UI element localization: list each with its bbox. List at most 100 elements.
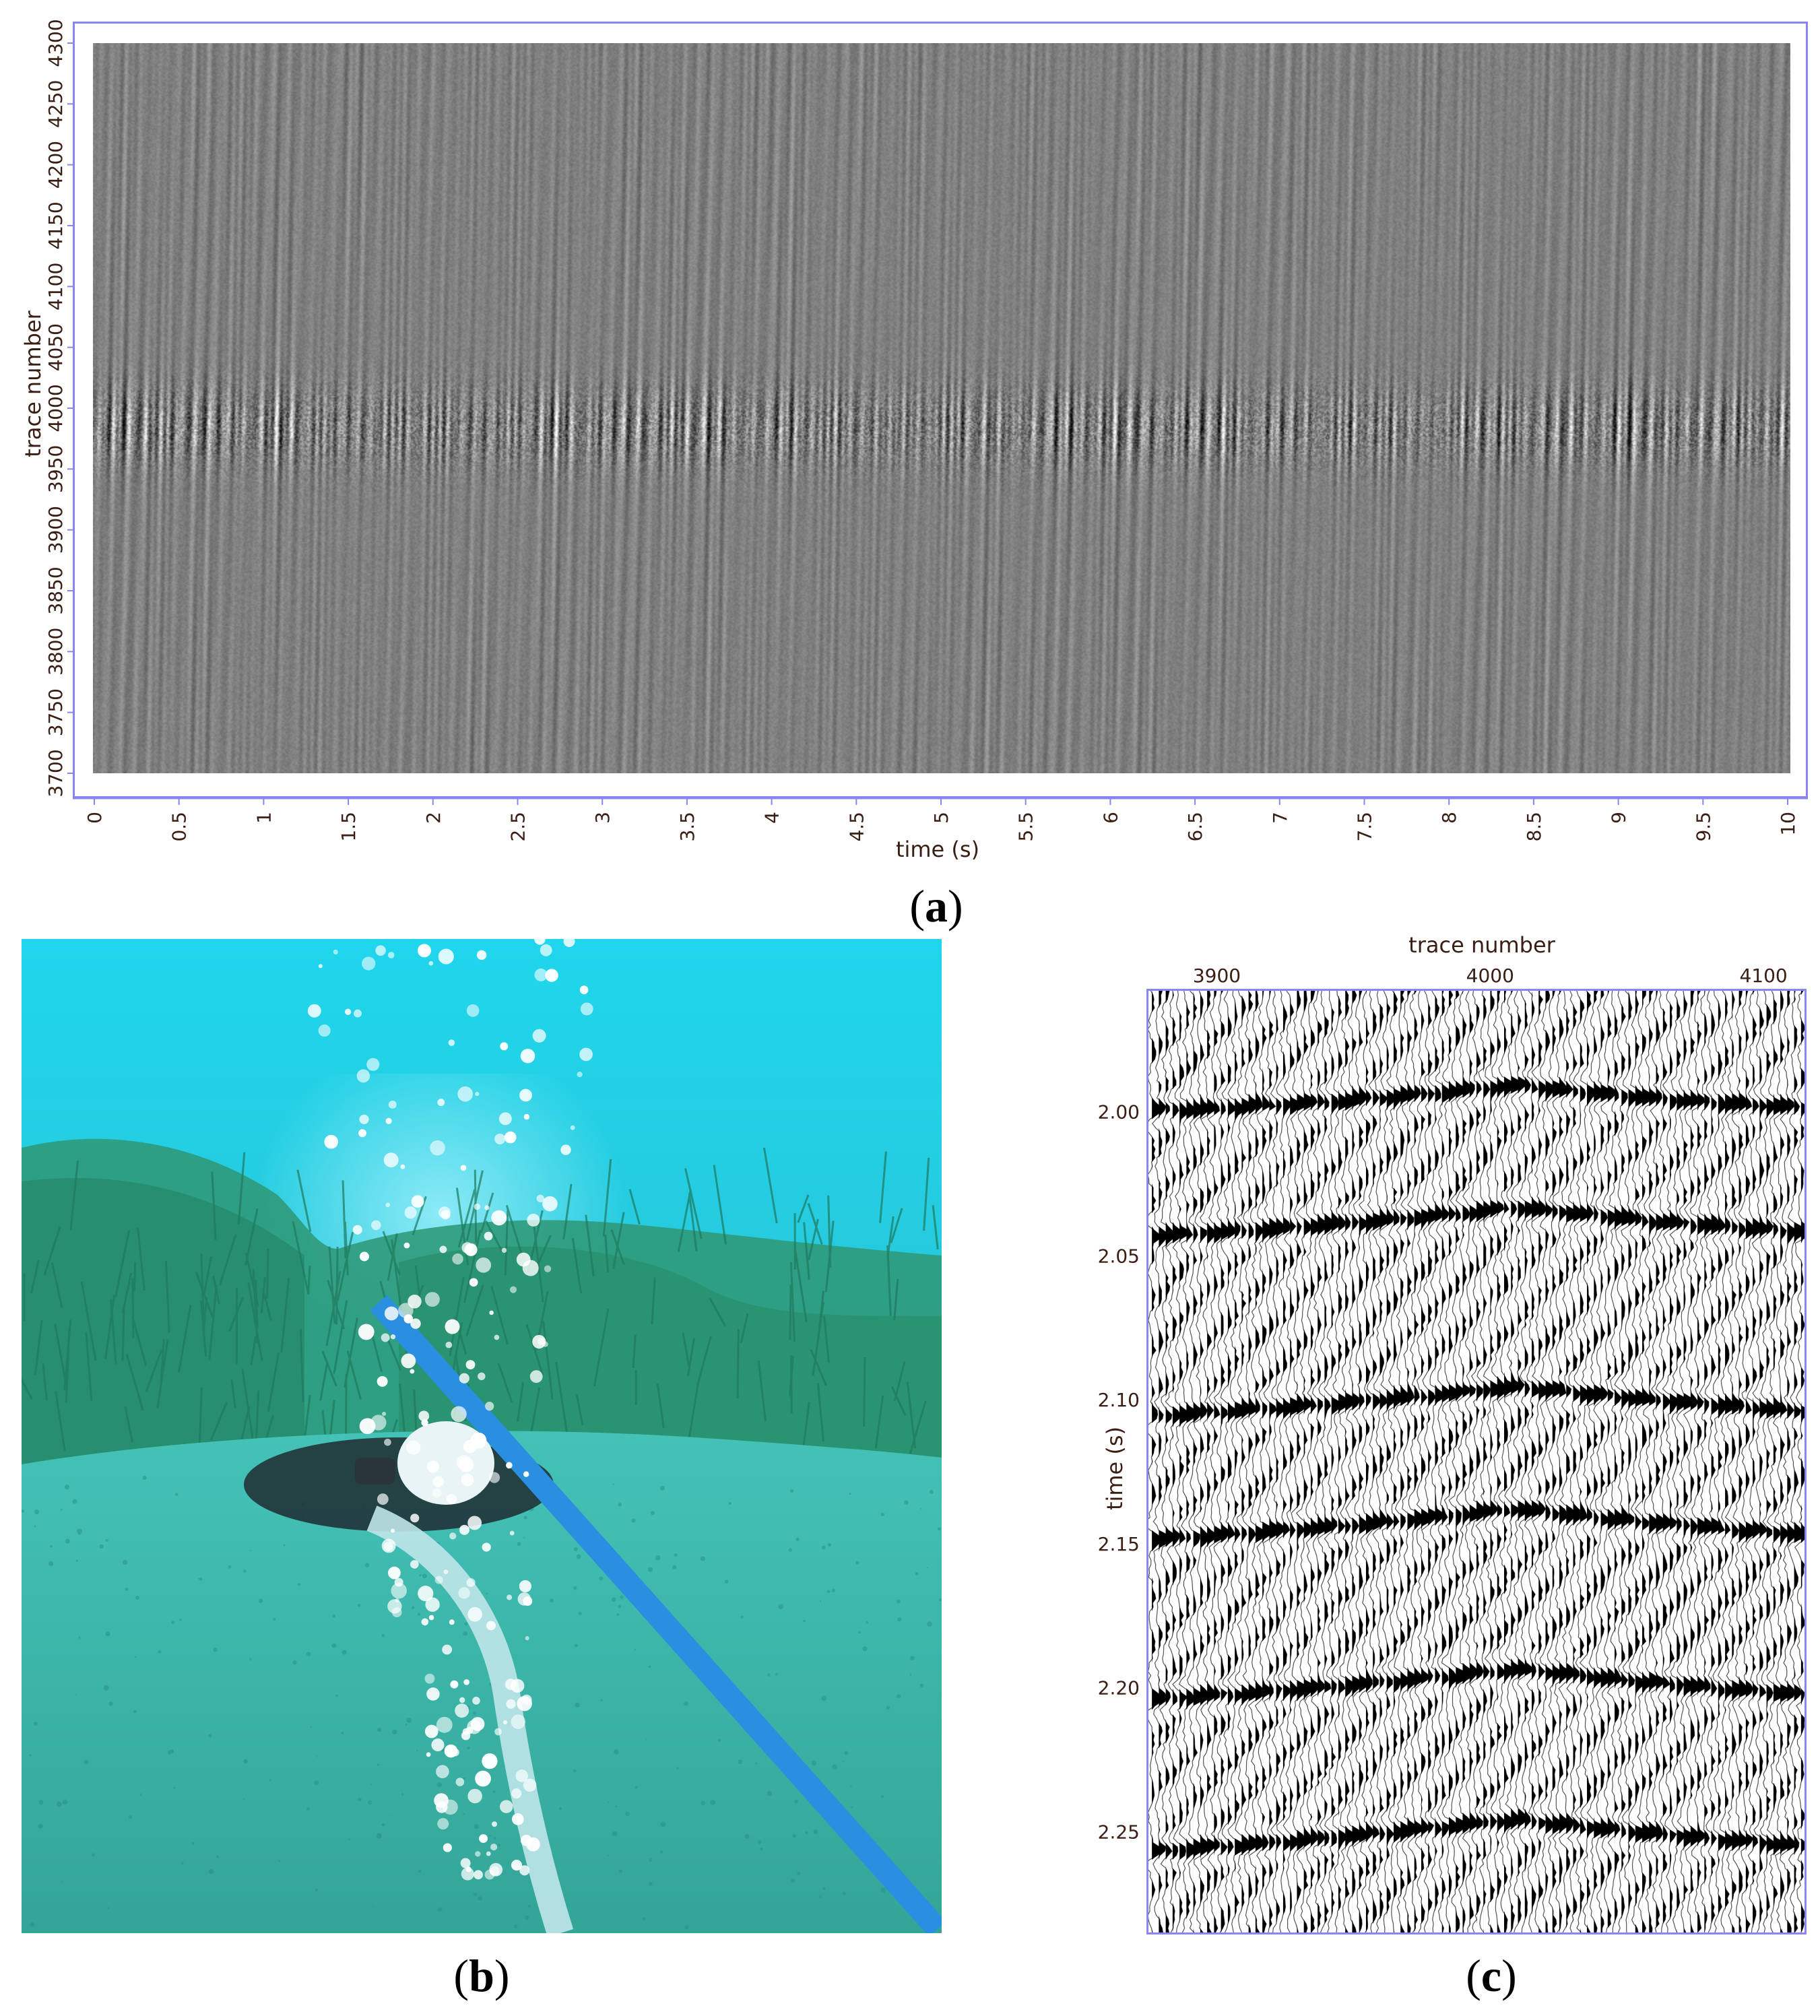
panel-c-trace-fill — [1559, 991, 1571, 1932]
caption-c: (c) — [1466, 1950, 1517, 2001]
panel-c-trace-fill — [1400, 991, 1412, 1932]
panel-c-trace-fill — [1379, 991, 1390, 1932]
panel-c-trace-fill — [1662, 991, 1674, 1932]
panel-c-trace-fill — [1476, 991, 1488, 1932]
panel-a-ytick-label: 3750 — [44, 688, 67, 736]
panel-a-xtick-label: 7.5 — [1354, 812, 1376, 842]
panel-c-trace — [1552, 991, 1571, 1932]
panel-c-trace — [1779, 991, 1798, 1932]
panel-c-trace-fill — [1241, 991, 1254, 1932]
panel-c-trace — [1400, 991, 1419, 1932]
panel-c-trace-fill — [1759, 991, 1769, 1932]
panel-c-trace — [1593, 991, 1613, 1932]
panel-c-trace — [1718, 991, 1736, 1932]
panel-c-trace-fill — [1545, 991, 1556, 1932]
caption-a: (a) — [909, 880, 963, 932]
panel-a-xtick-label: 4.5 — [845, 812, 868, 842]
panel-c-ytick-label: 2.00 — [1098, 1101, 1140, 1124]
panel-c-trace-fill — [1359, 991, 1371, 1932]
panel-c-trace-fill — [1462, 991, 1474, 1932]
panel-c-trace-fill — [1780, 991, 1792, 1932]
panel-c-trace-fill — [1331, 991, 1342, 1932]
panel-c-trace-fill — [1524, 991, 1536, 1932]
panel-a-xtick-label: 8 — [1438, 812, 1460, 824]
white-hose — [366, 1505, 574, 1933]
panel-a-ytick-label: 3950 — [44, 445, 67, 493]
blue-hose — [370, 1295, 942, 1933]
panel-c-trace — [1303, 991, 1322, 1932]
panel-c-frame — [1146, 989, 1807, 1934]
panel-c-trace-fill — [1407, 991, 1419, 1932]
panel-c-trace-fill — [1732, 991, 1744, 1932]
panel-c-trace — [1455, 991, 1474, 1932]
panel-a-xtick-label: 7 — [1269, 812, 1291, 824]
sand-seafloor — [22, 1431, 942, 1933]
panel-a-ytick-label: 4150 — [44, 201, 67, 249]
panel-a-xtick-label: 2 — [422, 812, 445, 824]
panel-c-trace — [1241, 991, 1261, 1932]
panel-a-ytick-label: 3800 — [44, 628, 67, 676]
panel-c-trace-fill — [1276, 991, 1286, 1932]
panel-a-axes: 0 0.5 1 1.5 2 2.5 3 3.5 4 4.5 5 5.5 6 6.5 7 7.5 8 8.5 9 9.5… — [20, 19, 1808, 862]
panel-c-trace — [1248, 991, 1267, 1932]
panel-c-trace-fill — [1538, 991, 1549, 1932]
panel-c-trace-fill — [1448, 991, 1460, 1932]
panel-c-trace — [1193, 991, 1212, 1932]
panel-a-ytick-label: 4300 — [44, 19, 67, 67]
panel-c-trace-fill — [1435, 991, 1445, 1932]
panel-a-ytick-label: 4100 — [44, 263, 67, 311]
panel-c-xlabel: trace number — [1408, 932, 1556, 958]
panel-c-trace-fill — [1800, 991, 1805, 1932]
panel-c-trace-fill — [1490, 991, 1501, 1932]
panel-c-trace — [1339, 991, 1357, 1932]
panel-c-trace-fill — [1628, 991, 1639, 1932]
panel-a-ytick-label: 3850 — [44, 566, 67, 614]
panel-c-xtick-label: 4100 — [1739, 965, 1787, 987]
panel-c-trace — [1165, 991, 1183, 1932]
panel-c-trace-fill — [1172, 991, 1182, 1932]
panel-c-trace — [1531, 991, 1549, 1932]
panel-c-trace — [1676, 991, 1696, 1932]
panel-a-ytick-label: 3900 — [44, 506, 67, 554]
panel-a-xtick-label: 6 — [1099, 812, 1122, 824]
panel-c-trace-fill — [1532, 991, 1543, 1932]
panel-a-xtick-label: 6.5 — [1184, 812, 1206, 842]
panel-c-trace — [1497, 991, 1516, 1932]
panel-c-trace — [1227, 991, 1247, 1932]
panel-a-xtick-label: 8.5 — [1523, 812, 1545, 842]
panel-a-xtick-label: 3 — [591, 812, 614, 824]
panel-c-axes: 3900 4000 4100 2.00 2.05 2.10 2.15 2.20 2.25 tr… — [1098, 932, 1788, 1843]
panel-c-trace — [1724, 991, 1745, 1932]
panel-c-trace — [1772, 991, 1792, 1932]
panel-a-xtick-label: 4 — [761, 812, 783, 824]
panel-c-trace-fill — [1303, 991, 1316, 1932]
panel-a-xtick-label: 10 — [1777, 812, 1799, 836]
panel-c-trace-fill — [1386, 991, 1396, 1932]
panel-a-xtick-label: 1.5 — [337, 812, 360, 842]
panel-c-trace-fill — [1290, 991, 1301, 1932]
panel-c-trace-fill — [1338, 991, 1351, 1932]
panel-c-ytick-label: 2.20 — [1098, 1677, 1140, 1699]
panel-c-trace — [1600, 991, 1618, 1932]
panel-c-trace — [1759, 991, 1780, 1932]
panel-c-ytick-label: 2.25 — [1098, 1821, 1140, 1843]
panel-c-trace-fill — [1214, 991, 1225, 1932]
panel-a-xtick-label: 2.5 — [507, 812, 529, 842]
panel-c-trace — [1579, 991, 1599, 1932]
panel-b-photo — [22, 939, 942, 1933]
panel-a-ytick-label: 4200 — [44, 141, 67, 189]
panel-c-trace-fill — [1297, 991, 1308, 1932]
panel-c-trace — [1220, 991, 1239, 1932]
panel-c-trace — [1545, 991, 1564, 1932]
panel-a-xtick-label: 9 — [1608, 812, 1630, 824]
panel-c-trace-fill — [1725, 991, 1736, 1932]
panel-a-xtick-label: 3.5 — [676, 812, 698, 842]
panel-c-trace-fill — [1649, 991, 1660, 1932]
panel-c-trace-fill — [1594, 991, 1606, 1932]
panel-c-trace-fill — [1552, 991, 1563, 1932]
panel-a-ylabel: trace number — [20, 310, 46, 457]
panel-c-trace — [1504, 991, 1522, 1932]
panel-a-ytick-label: 4050 — [44, 323, 67, 371]
panel-c-trace-fill — [1677, 991, 1687, 1932]
panel-c-trace-fill — [1483, 991, 1494, 1932]
